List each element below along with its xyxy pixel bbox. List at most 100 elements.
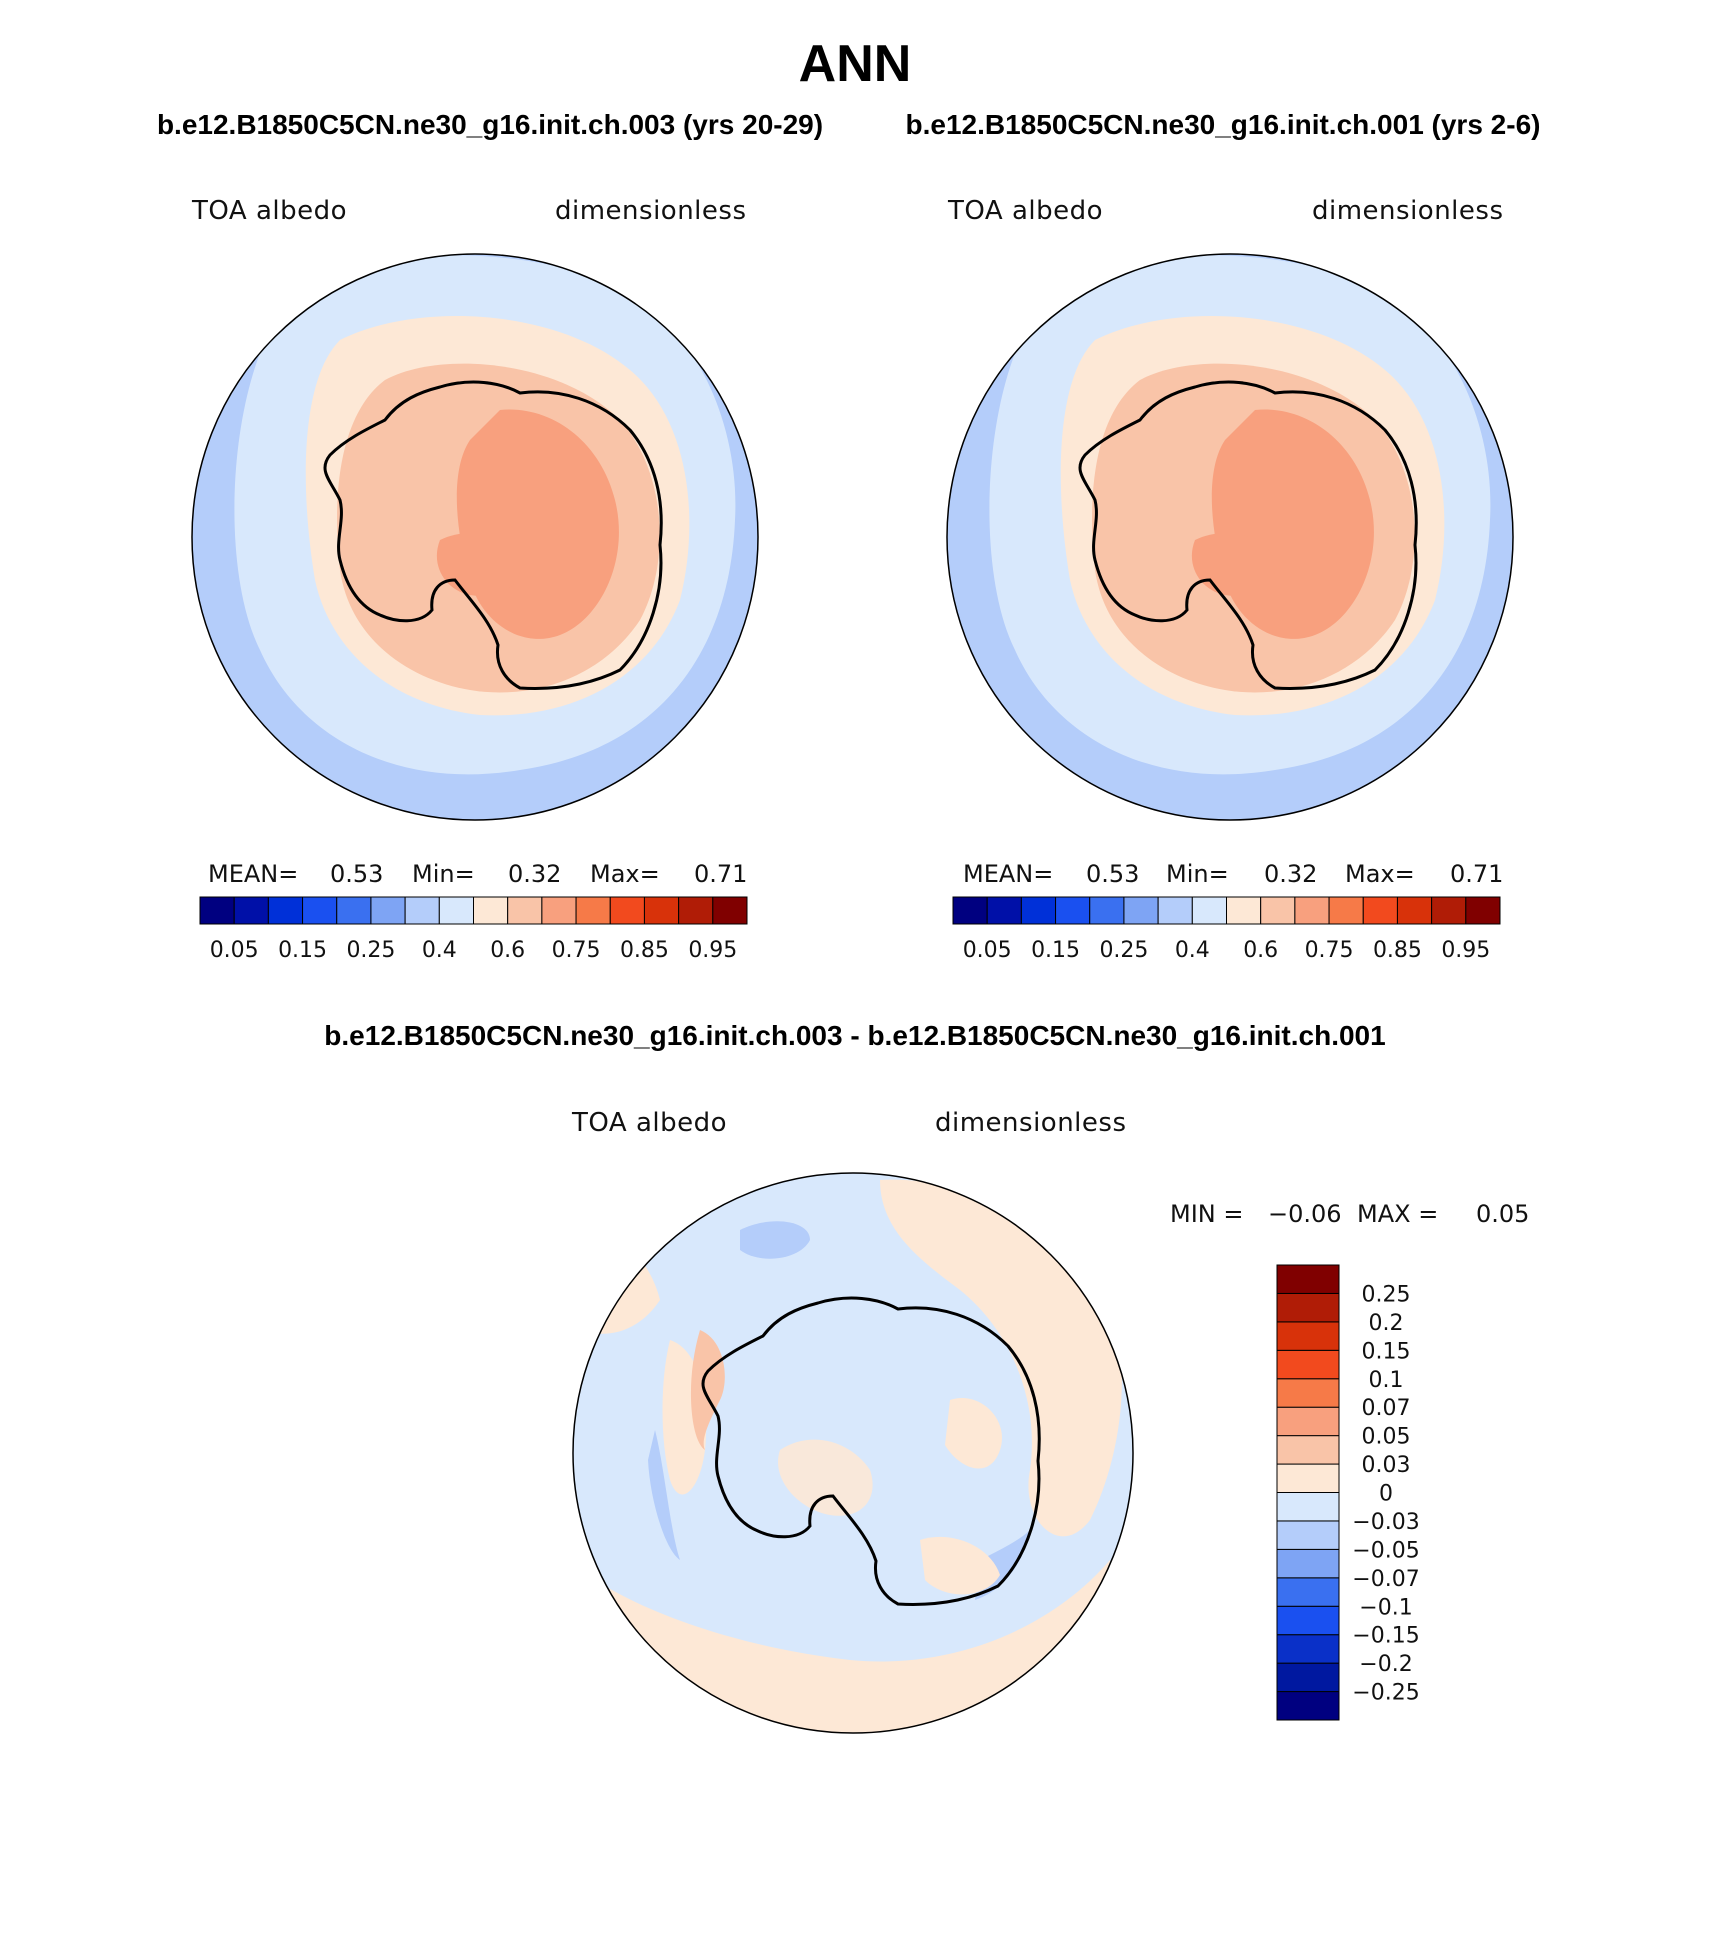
panel2-colorbar: 0.05 0.15 0.25 0.4 0.6 0.75 0.85 0.95 — [952, 896, 1501, 963]
colorbar-box — [1276, 1634, 1340, 1664]
colorbar-box — [1276, 1406, 1340, 1437]
panel2-max-value: 0.71 — [1450, 860, 1503, 888]
diff-min-value: −0.06 — [1268, 1200, 1342, 1228]
colorbar-tick-label: −0.15 — [1352, 1624, 1419, 1649]
colorbar-box — [952, 896, 988, 925]
panel2-map — [946, 253, 1514, 821]
colorbar-box — [541, 896, 577, 925]
colorbar-tick-label: 0.15 — [1031, 938, 1080, 963]
colorbar-tick-label: 0.05 — [963, 938, 1012, 963]
colorbar-tick-label: 0.03 — [1362, 1453, 1411, 1478]
colorbar-tick-label: 0.6 — [1243, 938, 1278, 963]
colorbar-tick-label: −0.07 — [1352, 1567, 1419, 1592]
colorbar-box — [1362, 896, 1398, 925]
colorbar-tick-label: 0.2 — [1369, 1311, 1404, 1336]
diff-positive-patch — [920, 1536, 1000, 1595]
panel1-units-label: dimensionless — [555, 196, 747, 226]
panel1-min-label: Min= — [412, 860, 475, 888]
colorbar-tick-label: 0.1 — [1369, 1368, 1404, 1393]
colorbar-box — [1157, 896, 1193, 925]
colorbar-box — [1276, 1577, 1340, 1607]
colorbar-tick-label: 0.85 — [620, 938, 669, 963]
colorbar-tick-label: 0.95 — [1441, 938, 1490, 963]
colorbar-box — [643, 896, 680, 925]
colorbar-box — [438, 896, 474, 925]
colorbar-box — [1276, 1492, 1340, 1522]
panel1-mean-value: 0.53 — [330, 860, 383, 888]
colorbar-box — [233, 896, 269, 925]
panel1-max-value: 0.71 — [694, 860, 747, 888]
colorbar-box — [1276, 1691, 1340, 1721]
diff-negative-strong — [740, 1221, 810, 1259]
colorbar-box — [336, 896, 372, 925]
colorbar-box — [1123, 896, 1159, 925]
panel1-map-border — [191, 253, 759, 821]
panel2-mean-label: MEAN= — [963, 860, 1053, 888]
colorbar-tick-label: 0.95 — [688, 938, 737, 963]
colorbar-box — [1260, 896, 1296, 925]
colorbar-box — [473, 896, 509, 925]
panel1-max-label: Max= — [590, 860, 660, 888]
colorbar-tick-label: −0.03 — [1352, 1510, 1419, 1535]
colorbar-box — [1328, 896, 1364, 925]
panel2-units-label: dimensionless — [1312, 196, 1504, 226]
colorbar-box — [370, 896, 406, 925]
colorbar-box — [678, 896, 714, 925]
colorbar-tick-label: 0.85 — [1373, 938, 1422, 963]
colorbar-tick-label: 0.6 — [490, 938, 525, 963]
colorbar-box — [1055, 896, 1091, 925]
colorbar-box — [1431, 896, 1467, 925]
panel2-map-border — [946, 253, 1514, 821]
colorbar-tick-label: −0.1 — [1359, 1595, 1412, 1620]
plateau-region-2 — [436, 532, 521, 596]
colorbar-box — [1276, 1605, 1340, 1636]
panel2-variable-label: TOA albedo — [947, 196, 1103, 226]
colorbar-box — [1089, 896, 1125, 925]
colorbar-box — [302, 896, 338, 925]
colorbar-tick-label: 0.4 — [1175, 938, 1210, 963]
plateau-region-2 — [1191, 532, 1276, 596]
colorbar-tick-label: 0.75 — [552, 938, 601, 963]
colorbar-box — [507, 896, 543, 925]
panel2-max-label: Max= — [1345, 860, 1415, 888]
colorbar-box — [267, 896, 304, 925]
colorbar-box — [575, 896, 611, 925]
colorbar-box — [1276, 1349, 1340, 1380]
diff-max-label: MAX = — [1357, 1200, 1438, 1228]
panel1-mean-label: MEAN= — [208, 860, 298, 888]
colorbar-box — [1276, 1548, 1340, 1579]
colorbar-box — [1276, 1292, 1340, 1323]
colorbar-box — [1276, 1463, 1340, 1493]
colorbar-tick-label: 0 — [1379, 1482, 1393, 1507]
colorbar-tick-label: 0.05 — [210, 938, 259, 963]
diff-positive-patch — [945, 1398, 1002, 1469]
colorbar-tick-label: 0.4 — [422, 938, 457, 963]
diff-positive-region — [880, 1179, 1122, 1537]
diff-min-label: MIN = — [1170, 1200, 1243, 1228]
colorbar-box — [1191, 896, 1227, 925]
colorbar-box — [199, 896, 235, 925]
diff-negative-strong — [648, 1430, 680, 1560]
diff-positive-strong — [690, 1330, 725, 1450]
panel1-min-value: 0.32 — [508, 860, 561, 888]
colorbar-tick-label: 0.15 — [1362, 1339, 1411, 1364]
figure-title: ANN — [799, 35, 912, 93]
colorbar-tick-label: 0.15 — [278, 938, 327, 963]
colorbar-box — [986, 896, 1022, 925]
colorbar-tick-label: −0.25 — [1352, 1681, 1419, 1706]
diff-variable-label: TOA albedo — [571, 1108, 727, 1138]
diff-units-label: dimensionless — [935, 1108, 1127, 1138]
colorbar-tick-label: 0.25 — [346, 938, 395, 963]
panel2-min-label: Min= — [1166, 860, 1229, 888]
panel1-variable-label: TOA albedo — [191, 196, 347, 226]
colorbar-box — [1020, 896, 1057, 925]
colorbar-box — [1276, 1662, 1340, 1693]
colorbar-box — [712, 896, 748, 925]
panel2-heading: b.e12.B1850C5CN.ne30_g16.init.ch.001 (yr… — [906, 109, 1541, 140]
panel1-map — [191, 253, 759, 821]
colorbar-tick-label: 0.25 — [1099, 938, 1148, 963]
panel2-min-value: 0.32 — [1264, 860, 1317, 888]
colorbar-box — [609, 896, 645, 925]
colorbar-box — [1276, 1264, 1340, 1294]
